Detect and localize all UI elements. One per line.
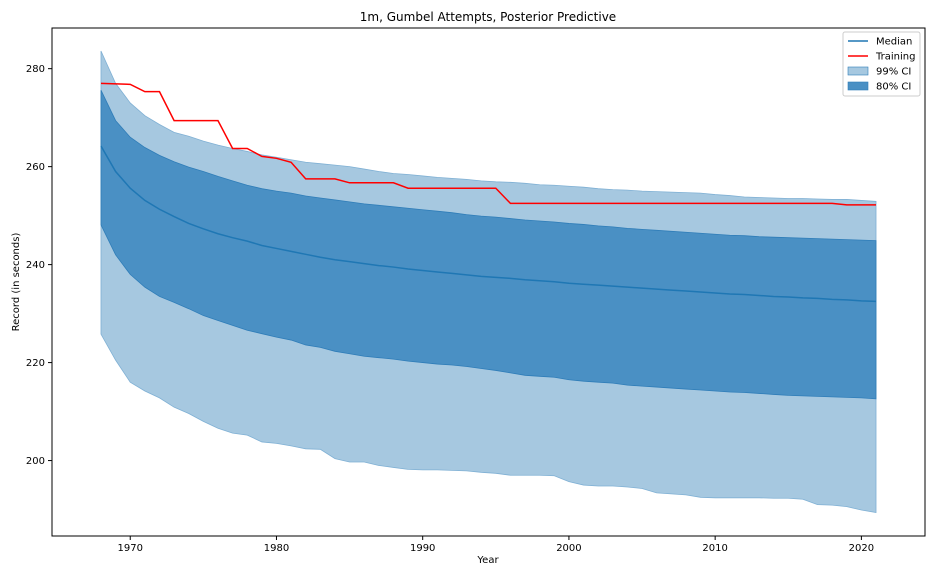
y-tick-label: 220	[26, 358, 45, 369]
legend: Median Training 99% CI 80% CI	[842, 31, 921, 97]
y-tick-label: 240	[26, 260, 45, 271]
ci-80-band	[100, 90, 877, 400]
median-line	[100, 145, 877, 303]
y-axis-label: Record (in seconds)	[11, 233, 22, 332]
x-axis-label: Year	[476, 555, 499, 566]
legend-label: 80% CI	[876, 82, 911, 93]
x-tick-label: 1970	[118, 543, 143, 554]
legend-box	[842, 31, 921, 97]
axes: 1970 1980 1990 2000 2010 2020 200 220 240 260 280	[26, 27, 926, 554]
y-tick-label: 280	[26, 64, 45, 75]
y-tick-label: 200	[26, 456, 45, 467]
legend-swatch	[847, 66, 869, 76]
legend-swatch	[847, 81, 869, 91]
plot-area	[100, 50, 877, 513]
legend-label: Training	[875, 52, 915, 63]
x-tick-label: 2010	[702, 543, 727, 554]
legend-label: Median	[876, 37, 912, 48]
x-tick-label: 1980	[264, 543, 289, 554]
axes-frame	[51, 27, 926, 537]
legend-label: 99% CI	[876, 67, 911, 78]
training-line	[100, 82, 877, 206]
x-tick-label: 2000	[556, 543, 581, 554]
y-tick-label: 260	[26, 162, 45, 173]
x-tick-label: 1990	[410, 543, 435, 554]
chart-title: 1m, Gumbel Attempts, Posterior Predictiv…	[360, 10, 616, 24]
x-tick-label: 2020	[849, 543, 874, 554]
